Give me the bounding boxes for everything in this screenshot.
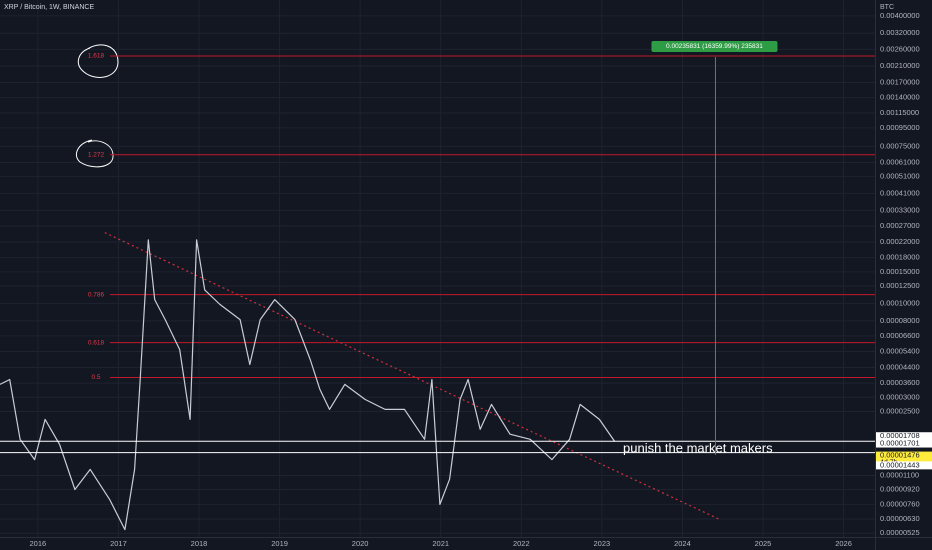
x-tick-label: 2017 — [110, 539, 127, 548]
y-tick-label: 0.00027000 — [880, 221, 920, 230]
chart-title: XRP / Bitcoin, 1W, BINANCE — [4, 4, 94, 11]
y-tick-label: 0.00400000 — [880, 11, 920, 20]
measure-box — [651, 41, 778, 53]
y-tick-label: 0.00010000 — [880, 298, 920, 307]
y-tick-label: 0.00022000 — [880, 237, 920, 246]
y-tick-label: 0.00003000 — [880, 392, 920, 401]
y-tick-label: 0.00095000 — [880, 123, 920, 132]
y-tick-label: 0.00003600 — [880, 378, 920, 387]
price-line — [0, 239, 616, 531]
y-tick-label: 0.00061000 — [880, 157, 920, 166]
y-tick-label: 0.00260000 — [880, 44, 920, 53]
x-tick-label: 2018 — [191, 539, 208, 548]
x-tick-label: 2016 — [30, 539, 47, 548]
y-tick-label: 0.00170000 — [880, 78, 920, 87]
y-tick-label: 0.00033000 — [880, 205, 920, 214]
y-tick-label: 0.00015000 — [880, 267, 920, 276]
y-tick-label: 0.00012500 — [880, 281, 920, 290]
price-marker — [876, 432, 932, 441]
y-tick-label: 0.00001100 — [880, 471, 919, 480]
y-tick-label: 0.00005400 — [880, 346, 920, 355]
fib-label: 1.618 — [88, 53, 105, 60]
x-tick-label: 2020 — [352, 539, 369, 548]
y-tick-label: 0.00140000 — [880, 93, 920, 102]
x-tick-label: 2026 — [835, 539, 852, 548]
hand-drawn-circle — [76, 139, 114, 168]
y-tick-label: 0.00051000 — [880, 171, 920, 180]
y-tick-label: 0.00002500 — [880, 407, 920, 416]
y-tick-label: 0.00004400 — [880, 362, 920, 371]
x-tick-label: 2022 — [513, 539, 530, 548]
price-marker — [876, 439, 932, 448]
hand-drawn-circle — [77, 44, 119, 78]
x-tick-label: 2021 — [432, 539, 449, 548]
price-marker-label: 0.00001701 — [880, 439, 920, 448]
y-tick-label: 0.00000630 — [880, 514, 920, 523]
x-tick-label: 2024 — [674, 539, 691, 548]
y-tick-label: 0.00018000 — [880, 253, 920, 262]
price-marker-label: 0.00001443 — [880, 460, 920, 469]
axis-unit: BTC — [880, 4, 894, 11]
x-tick-label: 2023 — [594, 539, 611, 548]
price-marker — [876, 461, 932, 470]
y-tick-label: 0.00006600 — [880, 331, 920, 340]
x-tick-label: 2019 — [271, 539, 288, 548]
fib-label: 1.272 — [88, 152, 105, 159]
fib-label: 0.786 — [88, 291, 105, 298]
annotation: punish the market makers — [623, 440, 773, 455]
y-tick-label: 0.00000760 — [880, 499, 920, 508]
y-tick-label: 0.00075000 — [880, 141, 920, 150]
fib-label: 0.618 — [88, 339, 105, 346]
y-tick-label: 0.00041000 — [880, 188, 920, 197]
y-tick-label: 0.00008000 — [880, 316, 920, 325]
y-tick-label: 0.00000525 — [880, 528, 920, 537]
trendline — [104, 232, 720, 520]
fib-label: 0.5 — [91, 374, 100, 381]
x-tick-label: 2025 — [755, 539, 772, 548]
y-tick-label: 0.00000920 — [880, 484, 920, 493]
measure-label: 0.00235831 (16359.99%) 235831 — [666, 43, 763, 50]
y-tick-label: 0.00210000 — [880, 61, 920, 70]
y-tick-label: 0.00320000 — [880, 28, 920, 37]
price-marker-label: 0.00001476 — [880, 451, 920, 460]
price-marker-label: 0.00001708 — [880, 431, 920, 440]
y-tick-label: 0.00115000 — [880, 108, 919, 117]
grid — [0, 0, 875, 537]
